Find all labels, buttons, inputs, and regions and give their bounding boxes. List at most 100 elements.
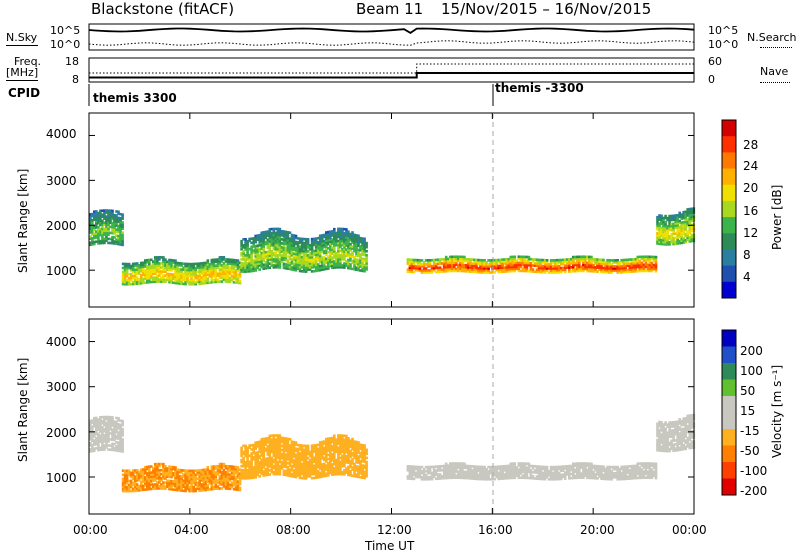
power-cell: [570, 257, 573, 261]
velocity-cell: [357, 447, 360, 450]
power-cell: [314, 245, 318, 248]
power-cell: [349, 253, 352, 256]
velocity-cell: [320, 465, 324, 468]
power-cell: [146, 269, 149, 272]
power-cell: [264, 254, 268, 258]
power-cell: [333, 264, 336, 267]
velocity-cell: [154, 477, 157, 480]
power-cell: [559, 266, 563, 270]
power-cell: [676, 224, 679, 227]
power-cell: [139, 273, 143, 277]
power-cell: [652, 265, 656, 269]
velocity-cell: [274, 458, 278, 462]
power-cell: [479, 260, 482, 264]
velocity-cell: [186, 477, 189, 481]
power-cell: [314, 265, 318, 269]
power-cell: [347, 232, 350, 236]
velocity-cell: [144, 468, 147, 471]
power-cell: [327, 242, 330, 246]
power-cell: [541, 268, 545, 272]
velocity-cell: [310, 452, 314, 456]
velocity-cell: [121, 429, 124, 433]
velocity-cell: [260, 438, 263, 441]
power-cell: [451, 269, 454, 273]
power-cell: [194, 270, 197, 274]
velocity-cell: [365, 464, 368, 468]
velocity-cell: [152, 483, 155, 486]
velocity-cell: [418, 469, 422, 473]
velocity-cell: [355, 450, 358, 454]
power-cell: [288, 231, 292, 234]
velocity-cell: [174, 486, 177, 490]
velocity-cell: [170, 486, 173, 489]
velocity-cell: [349, 449, 352, 453]
velocity-cell: [298, 464, 302, 467]
velocity-cell: [260, 464, 263, 468]
power-cell: [244, 268, 247, 271]
power-cell: [246, 256, 249, 259]
velocity-cell: [105, 440, 108, 443]
velocity-cell: [188, 469, 191, 473]
power-cell: [329, 236, 332, 240]
power-cell: [180, 282, 183, 285]
power-cell: [302, 237, 306, 241]
power-cell: [320, 248, 324, 251]
power-cell: [250, 269, 253, 273]
power-cell: [190, 272, 193, 276]
power-cell: [634, 268, 638, 271]
power-cell: [244, 238, 247, 241]
velocity-cell: [282, 438, 286, 442]
velocity-cell: [117, 441, 120, 444]
velocity-cell: [141, 468, 145, 471]
velocity-cell: [300, 470, 304, 474]
velocity-cell: [256, 443, 259, 446]
power-cell: [563, 258, 567, 261]
velocity-cell: [286, 449, 290, 453]
velocity-cell: [194, 481, 197, 485]
power-cell: [95, 240, 98, 243]
power-cell: [148, 276, 151, 280]
velocity-cell: [103, 436, 106, 439]
power-cell: [152, 264, 155, 267]
power-cell: [184, 272, 187, 276]
power-cell: [495, 266, 498, 270]
power-cell: [198, 282, 201, 286]
power-cell: [505, 260, 508, 263]
freq-right-tick-high: 60: [708, 55, 722, 68]
power-cell: [97, 230, 100, 233]
velocity-cell: [119, 437, 122, 441]
power-cell: [284, 230, 288, 234]
velocity-cell: [278, 438, 282, 441]
velocity-cell: [310, 462, 314, 466]
power-cell: [194, 268, 197, 272]
power-cell: [298, 257, 302, 261]
velocity-cell: [264, 469, 268, 473]
velocity-cell: [121, 448, 124, 451]
velocity-cell: [276, 464, 280, 468]
velocity-cell: [156, 477, 159, 480]
power-cell: [610, 267, 613, 270]
velocity-cell: [320, 442, 324, 446]
velocity-cell: [99, 436, 102, 439]
velocity-cell: [232, 475, 236, 479]
power-cell: [543, 265, 547, 268]
velocity-cell: [296, 457, 300, 461]
power-cell: [582, 261, 585, 265]
velocity-cell: [347, 437, 350, 440]
velocity-cell: [158, 472, 161, 476]
power-cell: [280, 254, 284, 257]
power-cell: [310, 253, 314, 257]
power-cell: [89, 243, 92, 247]
velocity-cell: [302, 448, 306, 452]
power-cell: [553, 263, 557, 266]
freq-legend-line: [6, 80, 38, 81]
velocity-cell: [449, 464, 452, 467]
velocity-cell: [304, 450, 308, 454]
velocity-cell: [133, 469, 137, 472]
velocity-cell: [442, 472, 446, 476]
power-cell: [117, 240, 120, 244]
power-cell: [160, 262, 163, 265]
velocity-cell: [447, 470, 450, 474]
velocity-cell: [436, 475, 440, 478]
power-cell: [107, 215, 110, 218]
